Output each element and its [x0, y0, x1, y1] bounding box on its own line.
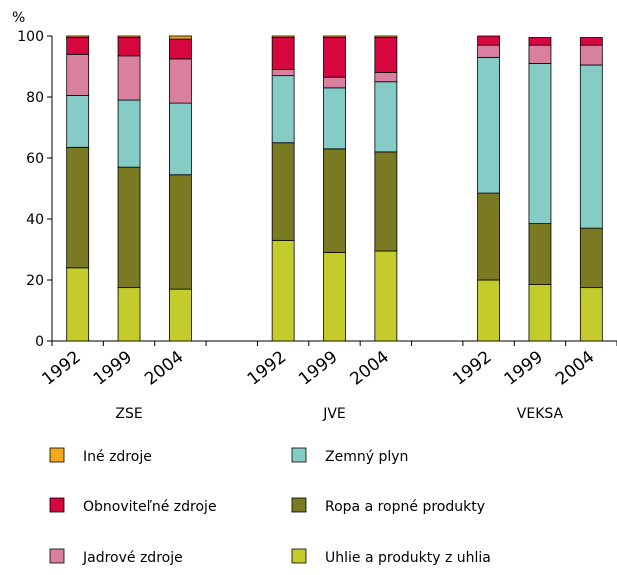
bar-segment	[271, 35, 295, 38]
bars	[66, 35, 603, 342]
bar-segment	[323, 87, 346, 150]
bar-segment	[117, 37, 141, 57]
axes	[47, 35, 617, 346]
bar-segment	[169, 288, 192, 342]
bar-segment	[323, 76, 346, 89]
bar-segment	[169, 174, 192, 290]
bar-segment	[528, 284, 552, 342]
bar-segment	[169, 102, 192, 176]
x-tick-label: 1999	[295, 347, 341, 389]
bar-segment	[66, 53, 90, 96]
bar-segment	[169, 58, 192, 104]
bar-segment	[271, 142, 295, 241]
bar-segment	[528, 44, 552, 64]
legend-label: Obnoviteľné zdroje	[83, 499, 217, 515]
legend-swatch	[291, 548, 307, 564]
y-tick-label: 100	[17, 29, 44, 45]
bar-segment	[579, 37, 603, 46]
x-tick-label: 2004	[141, 347, 187, 389]
bar-segment	[477, 44, 500, 58]
group-label: ZSE	[115, 406, 142, 422]
y-tick-label: 0	[35, 334, 44, 350]
bar-segment	[271, 239, 295, 342]
bar-segment	[323, 252, 346, 342]
legend-label: Ropa a ropné produkty	[325, 499, 485, 515]
bar-segment	[374, 37, 398, 74]
bar-segment	[66, 37, 90, 55]
x-tick-label: 1992	[38, 347, 84, 389]
x-tick-label: 2004	[347, 347, 393, 389]
legend-swatch	[49, 497, 65, 513]
bar-segment	[66, 267, 90, 342]
y-axis-label: %	[12, 10, 25, 26]
legend-swatch	[291, 447, 307, 463]
bar-segment	[374, 151, 398, 252]
bar-segment	[579, 64, 603, 229]
legend-swatch	[291, 497, 307, 513]
legend-swatch	[49, 548, 65, 564]
bar-segment	[66, 146, 90, 269]
y-tick-label: 60	[26, 151, 44, 167]
bar-segment	[374, 81, 398, 153]
x-tick-label: 1992	[449, 347, 495, 389]
bar-segment	[117, 99, 141, 168]
bar-segment	[66, 95, 90, 148]
bar-segment	[579, 44, 603, 66]
group-label: VEKSA	[517, 406, 564, 422]
bar-segment	[579, 227, 603, 289]
bar-segment	[169, 38, 192, 60]
legend-label: Zemný plyn	[325, 449, 408, 465]
bar-segment	[528, 63, 552, 224]
bar-segment	[169, 35, 192, 40]
bar-segment	[374, 250, 398, 342]
x-tick-label: 1992	[244, 347, 290, 389]
bar-segment	[477, 56, 500, 194]
group-label: JVE	[322, 406, 346, 422]
bar-segment	[477, 279, 500, 342]
legend: Iné zdroje Zemný plyn Obnoviteľné zdroje Ro…	[49, 447, 491, 566]
bar-segment	[528, 223, 552, 285]
bar-segment	[579, 287, 603, 342]
x-tick-label: 2004	[552, 347, 598, 389]
legend-label: Jadrové zdroje	[82, 550, 183, 566]
bar-segment	[528, 37, 552, 46]
bar-segment	[66, 35, 90, 38]
bar-segment	[374, 72, 398, 83]
x-tick-label: 1999	[90, 347, 136, 389]
bar-segment	[323, 37, 346, 78]
bar-segment	[271, 37, 295, 70]
y-tick-label: 20	[26, 273, 44, 289]
y-tick-label: 80	[26, 90, 44, 106]
bar-segment	[323, 35, 346, 38]
bar-segment	[271, 69, 295, 77]
x-tick-label: 1999	[501, 347, 547, 389]
bar-segment	[477, 35, 500, 46]
y-tick-label: 40	[26, 212, 44, 228]
bar-segment	[323, 148, 346, 253]
legend-label: Iné zdroje	[83, 449, 152, 465]
bar-segment	[374, 35, 398, 38]
legend-swatch	[49, 447, 65, 463]
bar-segment	[117, 35, 141, 38]
bar-segment	[117, 166, 141, 289]
legend-label: Uhlie a produkty z uhlia	[325, 550, 491, 566]
bar-segment	[117, 287, 141, 342]
bar-segment	[477, 192, 500, 281]
bar-segment	[117, 55, 141, 101]
bar-segment	[271, 75, 295, 144]
